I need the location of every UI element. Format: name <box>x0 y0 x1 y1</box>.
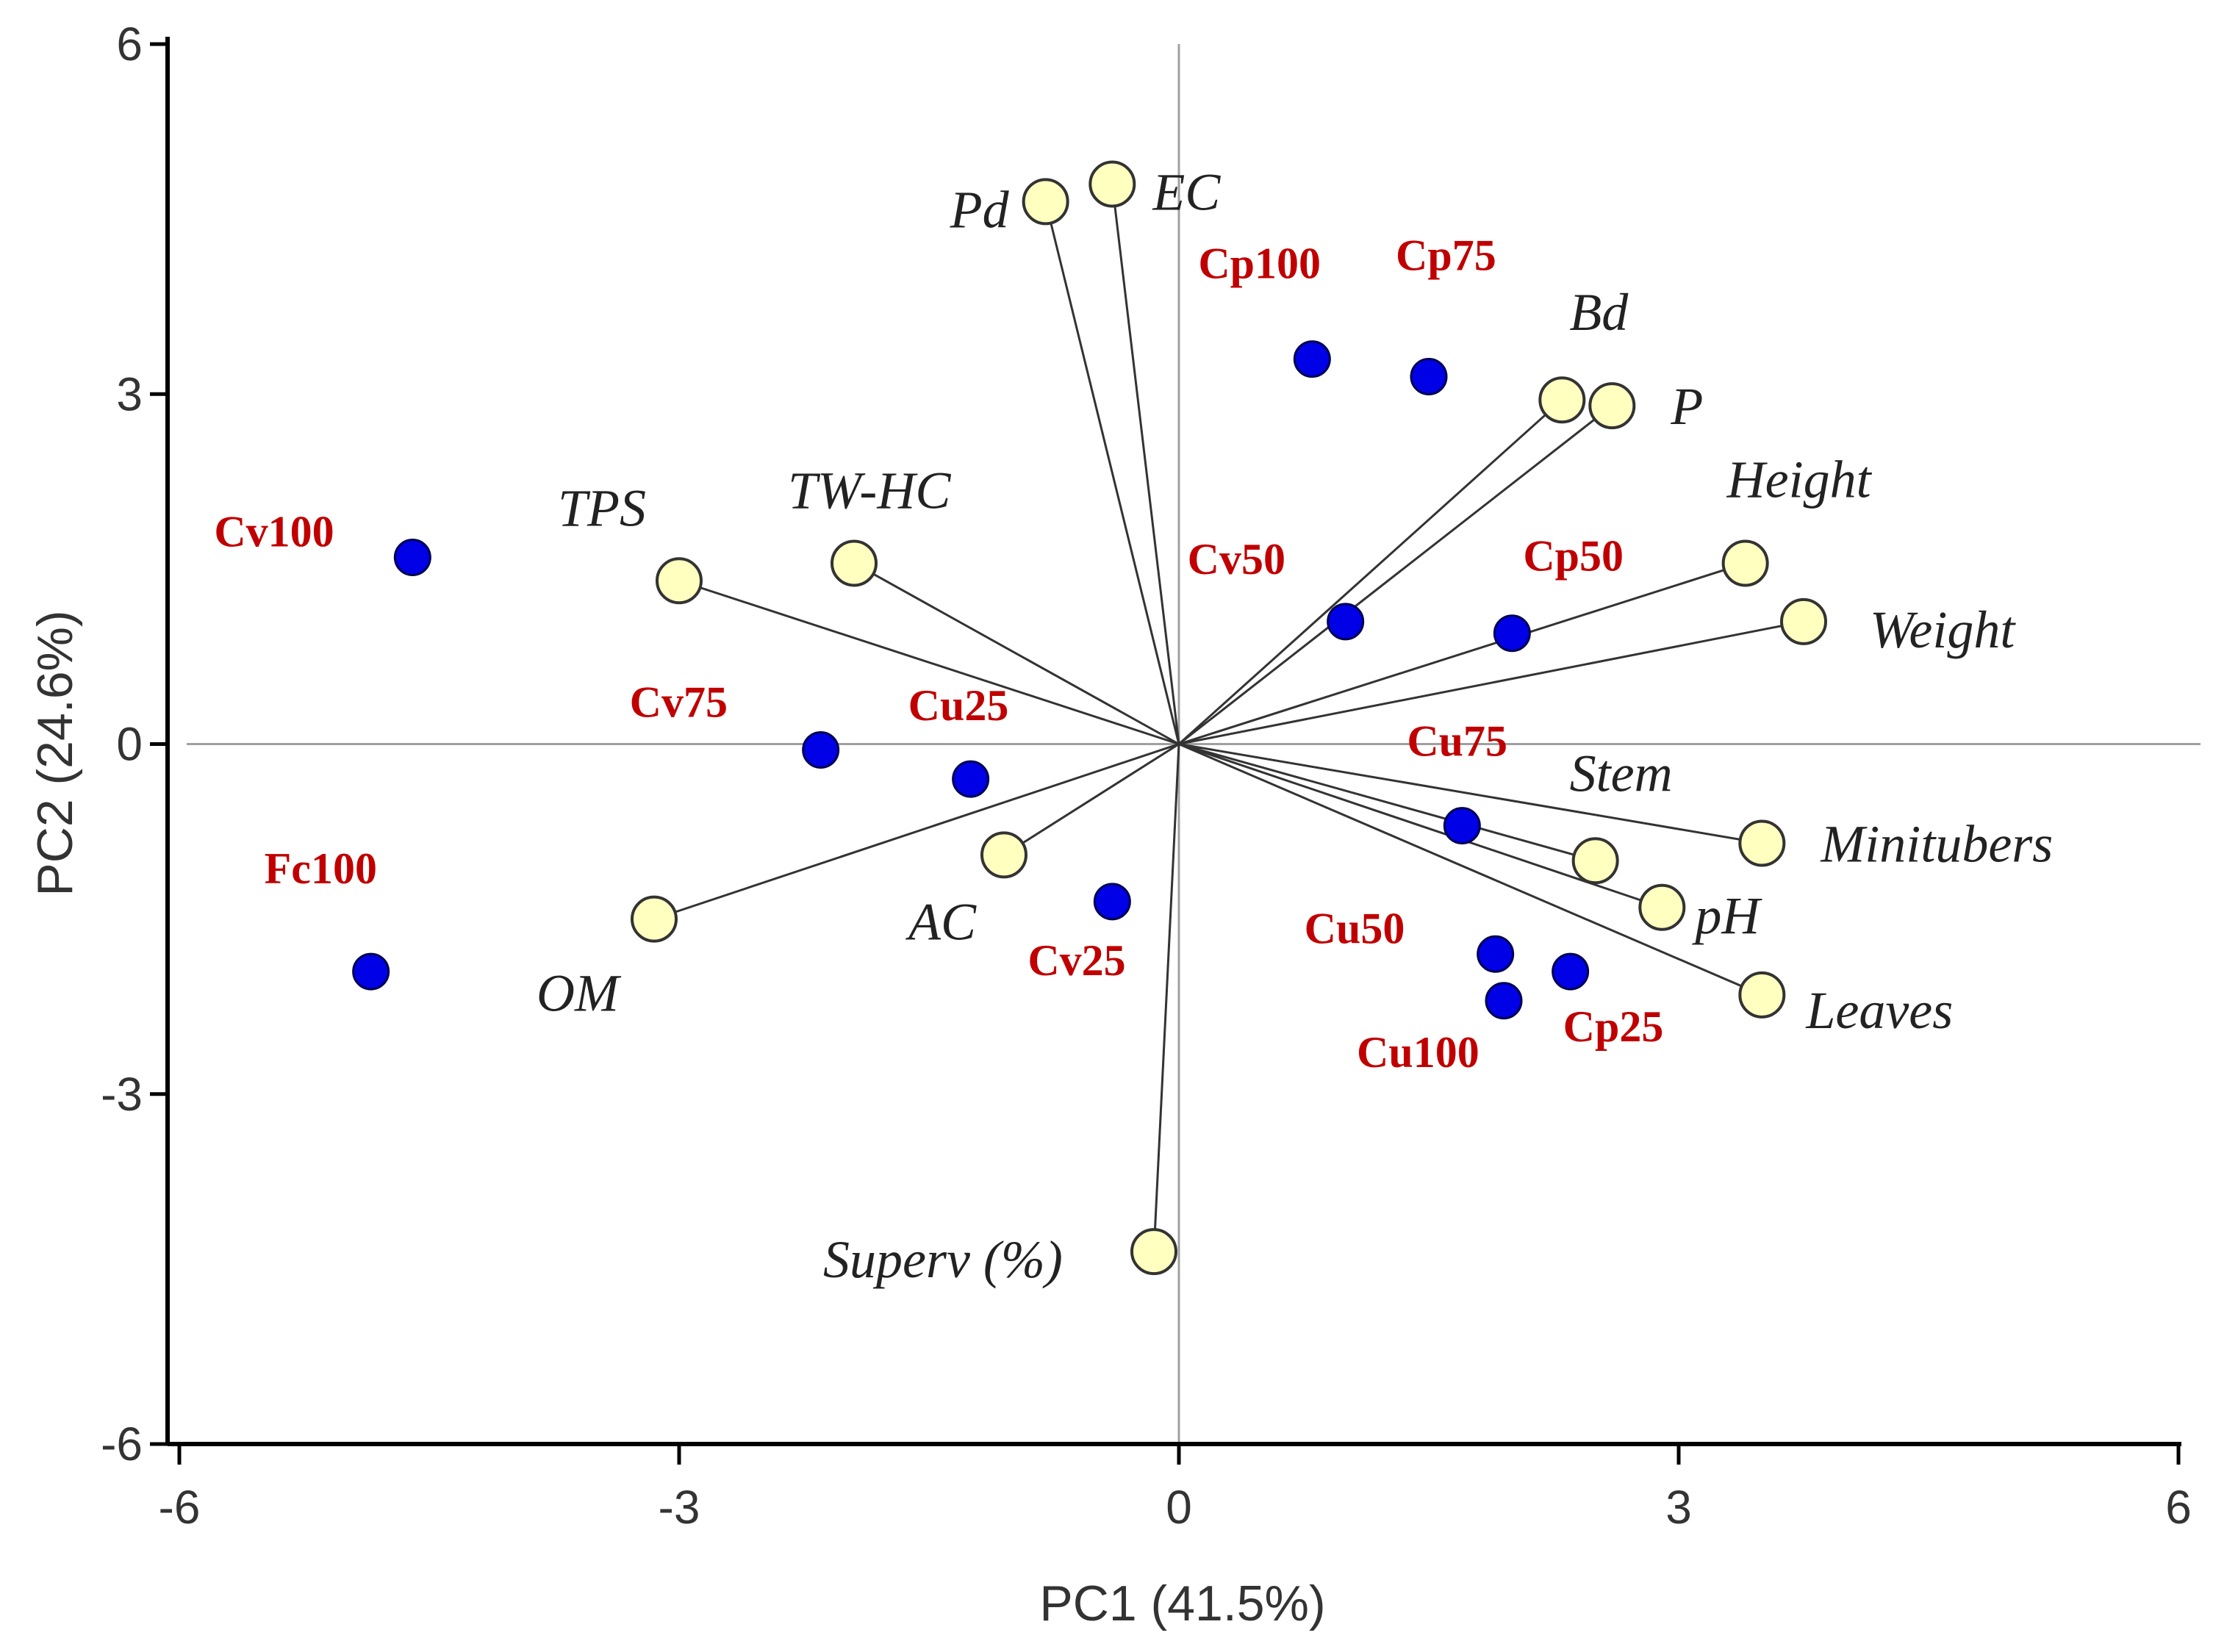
treatment-point-cp25 <box>1552 952 1590 991</box>
x-tick-label: 6 <box>2165 1481 2192 1534</box>
treatment-point-cu25 <box>952 760 990 798</box>
vector-ec <box>1111 184 1180 744</box>
vector-tps <box>678 579 1180 745</box>
variable-point-minitubers <box>1738 819 1786 867</box>
variable-label-tps: TPS <box>558 478 646 537</box>
variable-point-superv <box>1130 1228 1177 1276</box>
variable-points <box>631 160 1827 1276</box>
y-tick-label: 6 <box>116 18 143 71</box>
treatment-point-cv25 <box>1093 883 1131 921</box>
origin-lines <box>187 44 2201 1444</box>
variable-label-pd: Pd <box>950 180 1010 239</box>
treatment-point-cu75 <box>1443 807 1481 845</box>
variable-label-leaves: Leaves <box>1805 981 1953 1040</box>
variable-label-superv: Superv (%) <box>823 1230 1063 1289</box>
treatment-point-cu50 <box>1477 935 1515 973</box>
variable-point-p <box>1588 382 1636 430</box>
variable-point-weight <box>1780 597 1827 645</box>
vector-weight <box>1178 620 1804 745</box>
variable-label-ph: pH <box>1691 886 1762 945</box>
y-axis-title: PC2 (24.6%) <box>27 610 83 896</box>
treatment-point-cv50 <box>1327 603 1365 641</box>
variable-point-bd <box>1538 376 1586 424</box>
vector-leaves <box>1178 743 1762 996</box>
variable-point-tps <box>656 557 703 605</box>
vector-height <box>1178 562 1746 745</box>
variable-label-ec: EC <box>1152 163 1221 222</box>
y-tick-label: -3 <box>101 1068 143 1121</box>
variable-label-stem: Stem <box>1570 744 1673 802</box>
vector-pd <box>1044 201 1180 744</box>
treatment-label-cu25: Cu25 <box>908 681 1009 730</box>
variable-label-p: P <box>1670 377 1703 436</box>
treatment-point-cp50 <box>1493 614 1531 653</box>
treatment-point-cv75 <box>802 730 840 769</box>
variable-point-tw-hc <box>831 539 878 587</box>
variable-label-height: Height <box>1726 450 1873 509</box>
variable-point-pd <box>1022 178 1069 226</box>
treatment-label-fc100: Fc100 <box>265 844 377 893</box>
x-tick-label: 3 <box>1665 1481 1692 1534</box>
variable-label-minitubers: Minitubers <box>1820 814 2053 873</box>
treatment-label-cv100: Cv100 <box>214 508 334 556</box>
treatment-label-cp50: Cp50 <box>1523 532 1624 581</box>
treatment-label-cu75: Cu75 <box>1407 717 1507 766</box>
treatment-label-cp100: Cp100 <box>1198 240 1321 288</box>
treatment-label-cv25: Cv25 <box>1027 936 1125 985</box>
loading-vectors <box>653 184 1804 1252</box>
x-tick-label: -3 <box>659 1481 700 1534</box>
treatment-point-cu100 <box>1485 982 1523 1020</box>
treatment-point-cv100 <box>393 539 431 576</box>
treatment-point-cp100 <box>1293 340 1331 378</box>
treatment-point-fc100 <box>352 952 390 991</box>
axes: -6 -3 0 3 6 -6 -3 0 3 6 <box>101 18 2192 1534</box>
point-labels: Pd EC Bd P Height Weight TPS TW-HC Stem Minituber… <box>214 163 2053 1290</box>
variable-point-leaves <box>1738 971 1786 1019</box>
x-tick-label: 0 <box>1166 1481 1192 1534</box>
x-axis-title: PC1 (41.5%) <box>1039 1576 1325 1631</box>
treatment-label-cu50: Cu50 <box>1305 904 1405 952</box>
vector-minitubers <box>1178 743 1762 844</box>
y-tick-label: 3 <box>116 367 143 420</box>
treatment-point-cp75 <box>1410 357 1448 395</box>
vector-bd <box>1177 399 1563 745</box>
y-tick-label: 0 <box>116 718 143 771</box>
vector-ac <box>1003 743 1180 856</box>
variable-point-stem <box>1571 837 1619 885</box>
variable-label-weight: Weight <box>1870 600 2016 659</box>
vector-superv <box>1152 744 1180 1252</box>
x-tick-label: -6 <box>159 1481 201 1534</box>
vector-stem <box>1178 743 1596 862</box>
treatment-label-cv75: Cv75 <box>630 678 728 726</box>
y-tick-label: -6 <box>101 1418 143 1470</box>
treatment-label-cp75: Cp75 <box>1396 231 1496 279</box>
treatment-points <box>352 340 1590 1020</box>
variable-label-bd: Bd <box>1569 283 1629 342</box>
vector-ph <box>1178 743 1663 909</box>
treatment-label-cv50: Cv50 <box>1188 535 1285 583</box>
vector-om <box>653 743 1180 921</box>
variable-label-ac: AC <box>905 892 977 951</box>
treatment-label-cu100: Cu100 <box>1357 1028 1479 1077</box>
variable-point-height <box>1721 539 1769 587</box>
treatment-label-cp25: Cp25 <box>1563 1002 1664 1051</box>
vector-tw-hc <box>853 562 1180 745</box>
variable-point-om <box>631 895 678 943</box>
variable-point-ac <box>980 831 1027 879</box>
vector-p <box>1178 404 1613 745</box>
variable-label-om: OM <box>537 964 622 1023</box>
variable-label-tw-hc: TW-HC <box>788 461 951 520</box>
variable-point-ec <box>1088 160 1136 208</box>
variable-point-ph <box>1638 883 1686 931</box>
